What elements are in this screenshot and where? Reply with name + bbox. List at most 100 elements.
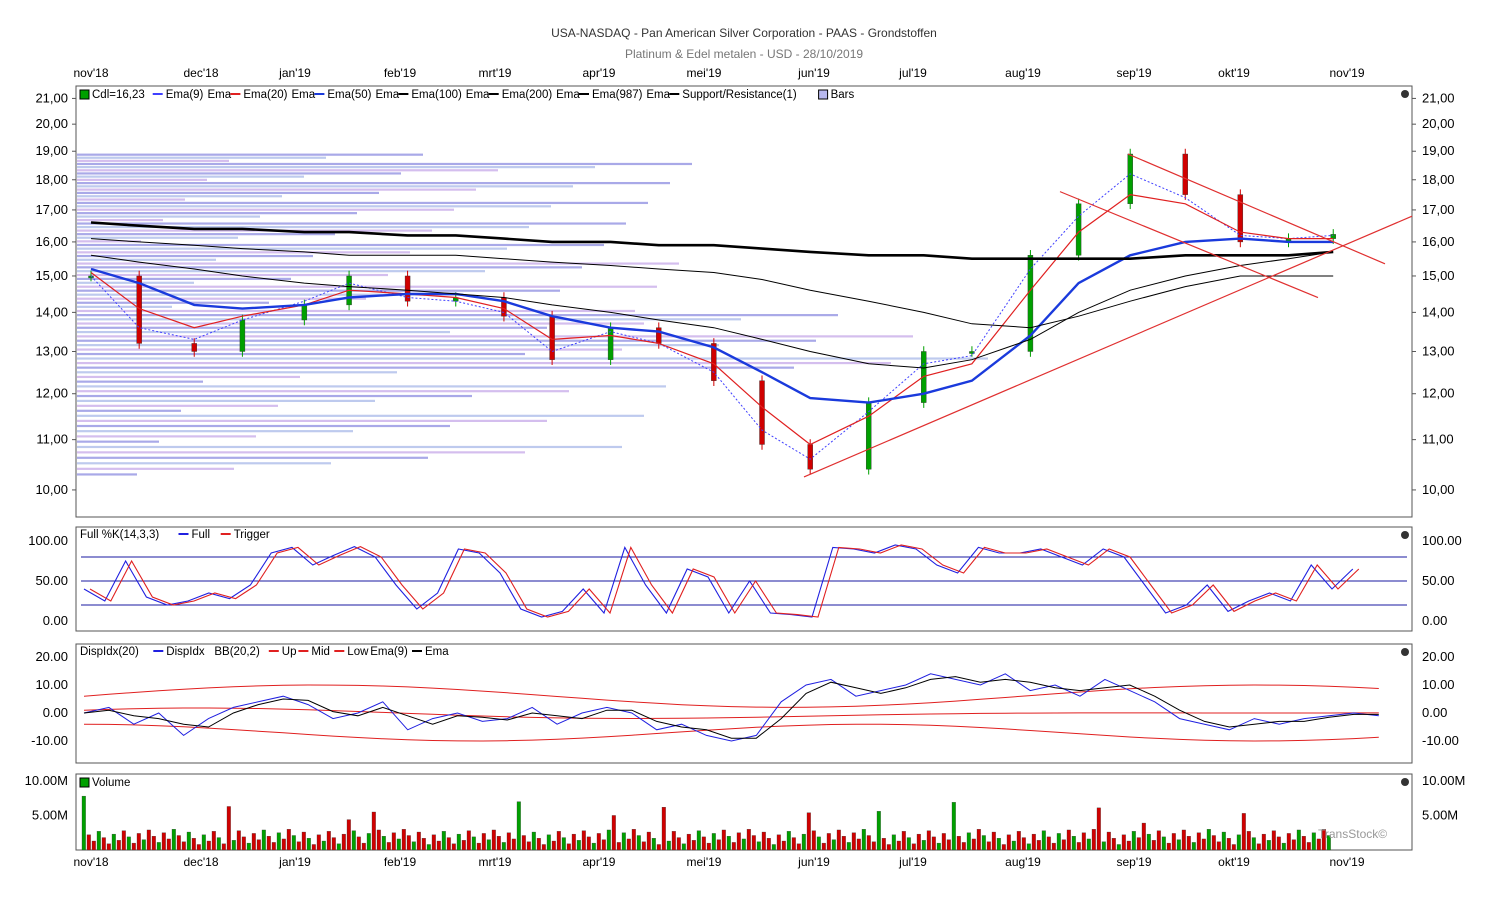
price-tick-label: 16,00 bbox=[35, 234, 68, 249]
volume-profile-bar bbox=[77, 330, 450, 334]
volume-profile-bar bbox=[77, 318, 741, 321]
volume-profile-bar bbox=[77, 390, 569, 393]
volume-bar bbox=[451, 843, 456, 851]
month-label-top: okt'19 bbox=[1218, 66, 1250, 80]
volume-bar bbox=[366, 833, 371, 851]
volume-bar bbox=[356, 836, 361, 851]
candle-body bbox=[239, 319, 246, 352]
price-tick-label: 12,00 bbox=[1422, 386, 1455, 401]
month-label-top: jun'19 bbox=[797, 66, 830, 80]
volume-bar bbox=[351, 830, 356, 851]
price-tick-label: 18,00 bbox=[1422, 172, 1455, 187]
volume-bar bbox=[1261, 833, 1266, 851]
volume-bar bbox=[236, 830, 241, 851]
disp-tick-label: 10.00 bbox=[1422, 677, 1455, 692]
stoch-legend-label: Full %K(14,3,3) bbox=[80, 529, 159, 541]
volume-bar bbox=[886, 844, 891, 851]
volume-profile-bar bbox=[77, 419, 547, 422]
candle-body bbox=[1075, 203, 1082, 256]
volume-bar bbox=[361, 842, 366, 851]
volume-bar bbox=[746, 829, 751, 851]
month-label-top: jul'19 bbox=[898, 66, 927, 80]
disp-legend-label: Up bbox=[282, 646, 297, 658]
month-label-top: dec'18 bbox=[184, 66, 219, 80]
volume-bar bbox=[1216, 841, 1221, 851]
candle-body bbox=[404, 275, 411, 302]
volume-bar bbox=[1166, 842, 1171, 851]
volume-bar bbox=[336, 843, 341, 851]
volume-bar bbox=[376, 829, 381, 851]
price-tick-label: 16,00 bbox=[1422, 234, 1455, 249]
volume-profile-bar bbox=[77, 195, 282, 198]
close-icon bbox=[1401, 531, 1409, 539]
volume-bar bbox=[1016, 831, 1021, 851]
candle-body bbox=[191, 343, 197, 352]
volume-bar bbox=[281, 838, 286, 851]
volume-bar bbox=[286, 829, 291, 851]
volume-bar bbox=[561, 837, 566, 851]
volume-bar bbox=[1011, 840, 1016, 851]
volume-bar bbox=[826, 833, 831, 851]
volume-bar bbox=[1081, 832, 1086, 851]
volume-bar bbox=[216, 837, 221, 851]
volume-profile-bar bbox=[77, 215, 260, 218]
volume-bar bbox=[986, 841, 991, 851]
volume-profile-bar bbox=[77, 240, 141, 243]
trend-line bbox=[1059, 191, 1319, 299]
series-line-ema987 bbox=[90, 221, 1334, 261]
volume-bar bbox=[491, 829, 496, 851]
volume-bar bbox=[471, 836, 476, 851]
volume-bar bbox=[1321, 829, 1326, 851]
price-tick-label: 15,00 bbox=[1422, 268, 1455, 283]
volume-bar bbox=[1281, 842, 1286, 851]
volume-bar bbox=[601, 839, 606, 851]
volume-bar bbox=[841, 836, 846, 851]
volume-bar bbox=[1006, 834, 1011, 851]
volume-bar bbox=[906, 837, 911, 851]
volume-bar bbox=[801, 833, 806, 851]
volume-profile-bar bbox=[77, 399, 375, 403]
volume-bar bbox=[621, 832, 626, 851]
volume-bar bbox=[951, 802, 956, 851]
volume-bar bbox=[421, 838, 426, 851]
disp-legend-label: BB(20,2) bbox=[214, 646, 260, 658]
volume-bar bbox=[976, 829, 981, 851]
volume-bar bbox=[731, 842, 736, 851]
volume-profile-bar bbox=[77, 225, 529, 229]
stoch-tick-label: 0.00 bbox=[43, 613, 68, 628]
volume-bar bbox=[341, 833, 346, 851]
volume-bar bbox=[1176, 839, 1181, 851]
volume-bar bbox=[656, 844, 661, 851]
volume-profile-bar bbox=[77, 467, 234, 470]
volume-profile-bar bbox=[77, 339, 816, 342]
volume-bar bbox=[911, 843, 916, 851]
volume-bar bbox=[1051, 842, 1056, 851]
price-tick-label: 18,00 bbox=[35, 172, 68, 187]
volume-bar bbox=[1111, 838, 1116, 851]
volume-bar bbox=[1196, 832, 1201, 851]
disp-bb-up-line bbox=[83, 684, 1379, 708]
volume-bar bbox=[751, 835, 756, 851]
price-tick-label: 21,00 bbox=[1422, 90, 1455, 105]
close-icon bbox=[1401, 90, 1409, 98]
stoch-tick-label: 50.00 bbox=[35, 573, 68, 588]
volume-bar bbox=[786, 831, 791, 851]
candle-body bbox=[1237, 194, 1244, 243]
disp-tick-label: 20.00 bbox=[35, 649, 68, 664]
volume-bar bbox=[896, 840, 901, 851]
volume-profile-bar bbox=[77, 188, 476, 191]
volume-bar bbox=[1256, 843, 1261, 851]
volume-profile-bar bbox=[77, 270, 485, 273]
price-legend-label: Ema(100) bbox=[411, 89, 462, 101]
price-tick-label: 21,00 bbox=[35, 90, 68, 105]
volume-bar bbox=[481, 833, 486, 851]
volume-bar bbox=[576, 840, 581, 851]
candle-body bbox=[1330, 234, 1336, 239]
volume-bar bbox=[101, 837, 106, 851]
volume-bar bbox=[661, 807, 666, 851]
volume-bar bbox=[1026, 843, 1031, 851]
volume-bar bbox=[651, 838, 656, 851]
volume-profile-bar bbox=[77, 473, 137, 476]
price-legend-label: Ema bbox=[292, 89, 316, 101]
volume-bar bbox=[646, 831, 651, 851]
